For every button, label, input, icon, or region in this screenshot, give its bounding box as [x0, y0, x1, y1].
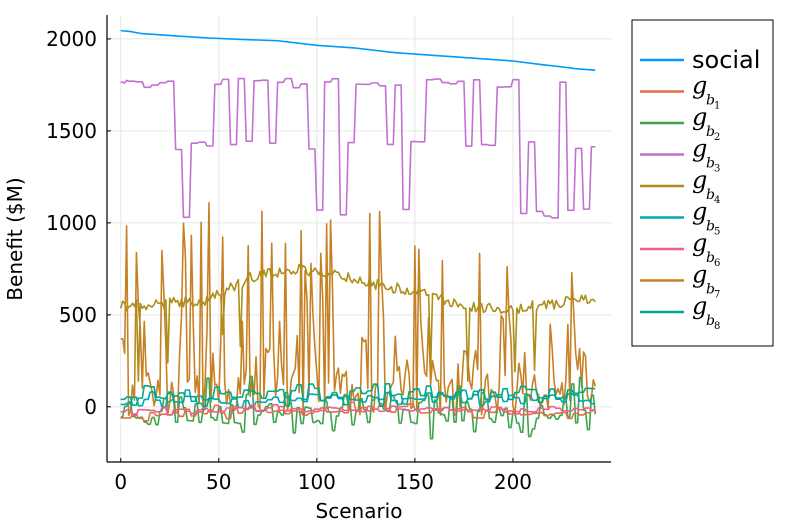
legend-label-subsub: 2	[714, 132, 720, 143]
legend-label: g	[692, 103, 707, 131]
x-tick-label: 200	[494, 470, 532, 494]
series-line-g-b8	[120, 382, 596, 407]
x-tick-label: 150	[396, 470, 434, 494]
legend-label-sub: b	[706, 156, 715, 172]
y-tick-label: 2000	[46, 27, 97, 51]
series-layer	[119, 29, 597, 440]
legend-label: g	[692, 292, 707, 320]
x-axis-title: Scenario	[316, 499, 403, 523]
legend-label: social	[692, 46, 760, 74]
legend-label-subsub: 6	[714, 258, 720, 269]
legend-label-sub: b	[706, 313, 715, 329]
x-tick-label: 50	[206, 470, 231, 494]
legend-label-sub: b	[706, 250, 715, 266]
legend-label-subsub: 7	[714, 290, 720, 301]
legend-label-sub: b	[706, 219, 715, 235]
legend-label: g	[692, 135, 707, 163]
legend-label-sub: b	[706, 282, 715, 298]
plot-area	[119, 29, 597, 440]
y-tick-label: 1500	[46, 119, 97, 143]
legend-label-sub: b	[706, 124, 715, 140]
legend-label: g	[692, 72, 707, 100]
series-line-g-b6	[120, 403, 596, 417]
y-axis-title: Benefit ($M)	[3, 177, 27, 300]
y-tick-label: 1000	[46, 211, 97, 235]
legend-label-subsub: 4	[714, 195, 720, 206]
legend-label-sub: b	[706, 187, 715, 203]
legend-label: g	[692, 229, 707, 257]
legend-label-subsub: 5	[714, 227, 720, 238]
series-line-g-b4	[119, 263, 596, 382]
series-line-social	[120, 29, 596, 71]
series-line-g-b3	[120, 77, 596, 219]
legend-label: g	[692, 166, 707, 194]
x-tick-label: 0	[114, 470, 127, 494]
legend-label: g	[692, 261, 707, 289]
legend-label-subsub: 1	[714, 101, 720, 112]
legend-label: g	[692, 198, 707, 226]
legend-box	[631, 19, 774, 347]
series-line-g-b7	[120, 202, 597, 417]
x-tick-label: 100	[298, 470, 336, 494]
axes	[106, 15, 611, 463]
series-line-g-b5	[120, 389, 596, 409]
legend-label-subsub: 3	[714, 164, 720, 175]
series-line-g-b1	[120, 401, 596, 422]
y-tick-label: 500	[59, 303, 97, 327]
y-tick-label: 0	[84, 395, 97, 419]
legend-label-sub: b	[706, 93, 715, 109]
legend-label-subsub: 8	[714, 321, 720, 332]
